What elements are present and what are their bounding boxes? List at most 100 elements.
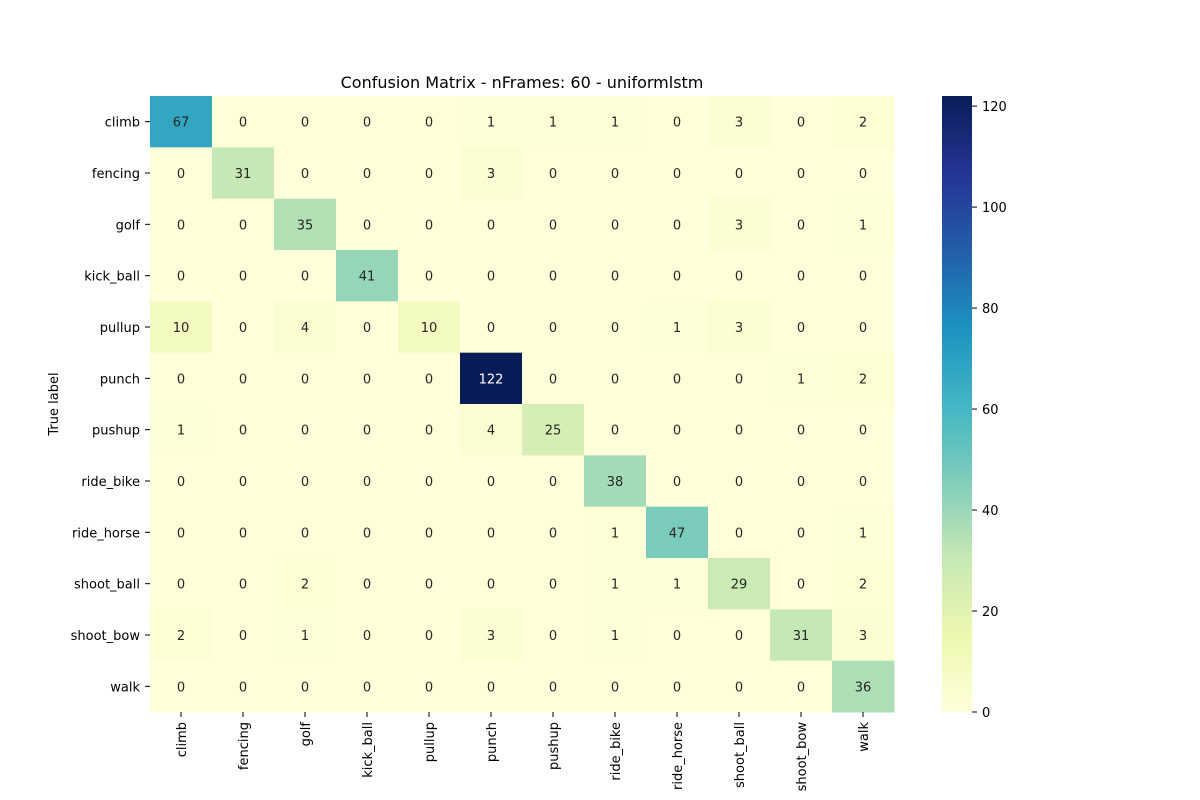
cell-value-label: 0	[425, 424, 433, 439]
cell-value-label: 2	[177, 629, 185, 644]
cell-value-label: 0	[549, 270, 557, 285]
heatmap-cell	[460, 301, 523, 354]
cell-value-label: 36	[855, 680, 872, 695]
cell-value-label: 0	[425, 680, 433, 695]
cell-value-label: 0	[735, 680, 743, 695]
heatmap-cell	[398, 147, 461, 200]
cell-value-label: 0	[797, 116, 805, 131]
cell-value-label: 0	[425, 270, 433, 285]
heatmap-cell	[212, 609, 275, 662]
cell-value-label: 3	[735, 116, 743, 131]
heatmap-cell	[150, 558, 213, 610]
cell-value-label: 0	[363, 218, 371, 233]
cell-value-label: 0	[549, 321, 557, 336]
colorbar-tick-label: 120	[982, 100, 1007, 115]
cell-value-label: 0	[611, 321, 619, 336]
heatmap-cell	[212, 506, 275, 559]
x-tick-label: punch	[485, 722, 500, 762]
heatmap-cell	[708, 404, 771, 456]
heatmap-cell	[212, 250, 275, 302]
cell-value-label: 0	[425, 578, 433, 593]
heatmap-cell	[460, 609, 523, 662]
cell-value-label: 0	[301, 475, 309, 490]
y-tick-label: punch	[100, 372, 140, 387]
cell-value-label: 0	[363, 629, 371, 644]
heatmap-cell	[150, 506, 213, 559]
cell-value-label: 0	[611, 372, 619, 387]
heatmap-cell	[212, 301, 275, 354]
heatmap-cell	[832, 660, 895, 713]
cell-value-label: 0	[611, 270, 619, 285]
cell-value-label: 0	[549, 526, 557, 541]
cell-value-label: 2	[859, 116, 867, 131]
cell-value-label: 0	[363, 424, 371, 439]
x-tick-label: kick_ball	[361, 722, 376, 778]
heatmap-cell	[584, 609, 647, 662]
cell-value-label: 0	[301, 680, 309, 695]
cell-value-label: 0	[425, 475, 433, 490]
heatmap-cell	[274, 609, 337, 662]
cell-value-label: 0	[239, 526, 247, 541]
heatmap-cell	[336, 250, 399, 302]
heatmap-cell	[646, 250, 709, 302]
heatmap-cell	[212, 352, 275, 405]
cell-value-label: 1	[673, 578, 681, 593]
heatmap-cell	[522, 96, 585, 148]
cell-value-label: 0	[363, 116, 371, 131]
colorbar-tick-label: 0	[982, 706, 990, 721]
heatmap-cell	[150, 250, 213, 302]
y-tick-label: ride_bike	[81, 475, 140, 490]
cell-value-label: 2	[859, 372, 867, 387]
y-tick-label: shoot_bow	[71, 629, 141, 644]
heatmap-cell	[770, 660, 833, 713]
cell-value-label: 10	[421, 321, 438, 336]
cell-value-label: 3	[487, 167, 495, 182]
cell-value-label: 3	[735, 218, 743, 233]
heatmap-cell	[150, 660, 213, 713]
heatmap-cell	[646, 352, 709, 405]
heatmap-cell	[770, 455, 833, 508]
heatmap-cell	[212, 96, 275, 148]
cell-value-label: 4	[301, 321, 309, 336]
cell-value-label: 29	[731, 578, 748, 593]
colorbar-tick-label: 40	[982, 504, 999, 519]
cell-value-label: 0	[239, 116, 247, 131]
x-tick-label: climb	[175, 722, 190, 757]
colorbar-tick-label: 60	[982, 403, 999, 418]
cell-value-label: 0	[673, 372, 681, 387]
heatmap-cell	[212, 404, 275, 456]
heatmap-cell	[770, 96, 833, 148]
cell-value-label: 0	[425, 372, 433, 387]
x-tick-label: walk	[857, 722, 872, 752]
heatmap-cell	[584, 506, 647, 559]
heatmap-cell	[522, 147, 585, 200]
cell-value-label: 0	[797, 218, 805, 233]
heatmap-cell	[584, 558, 647, 610]
x-tick-label: pushup	[547, 722, 562, 770]
cell-value-label: 0	[363, 167, 371, 182]
y-tick-label: fencing	[92, 167, 140, 182]
heatmap-cell	[646, 96, 709, 148]
cell-value-label: 1	[611, 116, 619, 131]
heatmap-cell	[212, 147, 275, 200]
heatmap-cell	[398, 352, 461, 405]
heatmap-cell	[646, 198, 709, 251]
y-axis-label: True label	[47, 372, 62, 436]
cell-value-label: 0	[797, 270, 805, 285]
heatmap-cell	[708, 558, 771, 610]
heatmap-cell	[274, 404, 337, 456]
cell-value-label: 0	[177, 372, 185, 387]
cell-value-label: 0	[797, 526, 805, 541]
cell-value-label: 0	[673, 475, 681, 490]
cell-value-label: 0	[797, 321, 805, 336]
cell-value-label: 0	[797, 475, 805, 490]
heatmap-cell	[646, 404, 709, 456]
cell-value-label: 3	[859, 629, 867, 644]
cell-value-label: 2	[859, 578, 867, 593]
heatmap-cell	[832, 96, 895, 148]
cell-value-label: 0	[859, 475, 867, 490]
cell-value-label: 122	[479, 372, 504, 387]
heatmap-cell	[522, 558, 585, 610]
heatmap-cell	[832, 198, 895, 251]
cell-value-label: 0	[735, 372, 743, 387]
